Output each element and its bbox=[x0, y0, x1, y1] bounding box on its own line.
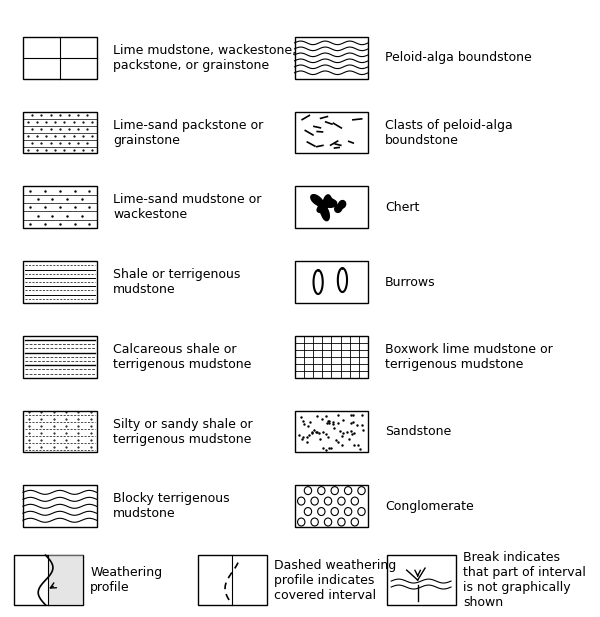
Text: Shale or terrigenous
mudstone: Shale or terrigenous mudstone bbox=[113, 268, 241, 296]
Bar bbox=[23, 112, 97, 154]
Text: Lime-sand mudstone or
wackestone: Lime-sand mudstone or wackestone bbox=[113, 193, 262, 222]
Bar bbox=[295, 411, 368, 452]
Bar bbox=[386, 555, 455, 605]
Text: Silty or sandy shale or
terrigenous mudstone: Silty or sandy shale or terrigenous muds… bbox=[113, 418, 253, 445]
Polygon shape bbox=[49, 555, 83, 605]
Polygon shape bbox=[311, 194, 337, 221]
Bar bbox=[295, 486, 368, 528]
Bar bbox=[295, 261, 368, 303]
Bar bbox=[23, 37, 97, 79]
Bar bbox=[23, 336, 97, 378]
Bar bbox=[295, 186, 368, 228]
Text: Lime mudstone, wackestone,
packstone, or grainstone: Lime mudstone, wackestone, packstone, or… bbox=[113, 44, 296, 72]
Text: Chert: Chert bbox=[385, 201, 419, 214]
Text: Conglomerate: Conglomerate bbox=[385, 500, 473, 513]
Bar bbox=[295, 37, 368, 79]
Text: Peloid-alga boundstone: Peloid-alga boundstone bbox=[385, 51, 532, 64]
Text: Calcareous shale or
terrigenous mudstone: Calcareous shale or terrigenous mudstone bbox=[113, 343, 251, 371]
Text: Blocky terrigenous
mudstone: Blocky terrigenous mudstone bbox=[113, 492, 230, 520]
Bar bbox=[23, 486, 97, 528]
Bar bbox=[23, 261, 97, 303]
Bar bbox=[14, 555, 83, 605]
Polygon shape bbox=[335, 201, 346, 212]
Text: Sandstone: Sandstone bbox=[385, 425, 451, 438]
Bar bbox=[295, 112, 368, 154]
Text: Clasts of peloid-alga
boundstone: Clasts of peloid-alga boundstone bbox=[385, 118, 512, 147]
Text: Burrows: Burrows bbox=[385, 276, 436, 289]
Bar bbox=[198, 555, 267, 605]
Bar bbox=[23, 411, 97, 452]
Bar bbox=[295, 336, 368, 378]
Text: Dashed weathering
profile indicates
covered interval: Dashed weathering profile indicates cove… bbox=[274, 558, 397, 602]
Text: Weathering
profile: Weathering profile bbox=[90, 566, 163, 594]
Text: Lime-sand packstone or
grainstone: Lime-sand packstone or grainstone bbox=[113, 118, 263, 147]
Text: Break indicates
that part of interval
is not graphically
shown: Break indicates that part of interval is… bbox=[463, 551, 586, 609]
Bar bbox=[23, 186, 97, 228]
Text: Boxwork lime mudstone or
terrigenous mudstone: Boxwork lime mudstone or terrigenous mud… bbox=[385, 343, 553, 371]
